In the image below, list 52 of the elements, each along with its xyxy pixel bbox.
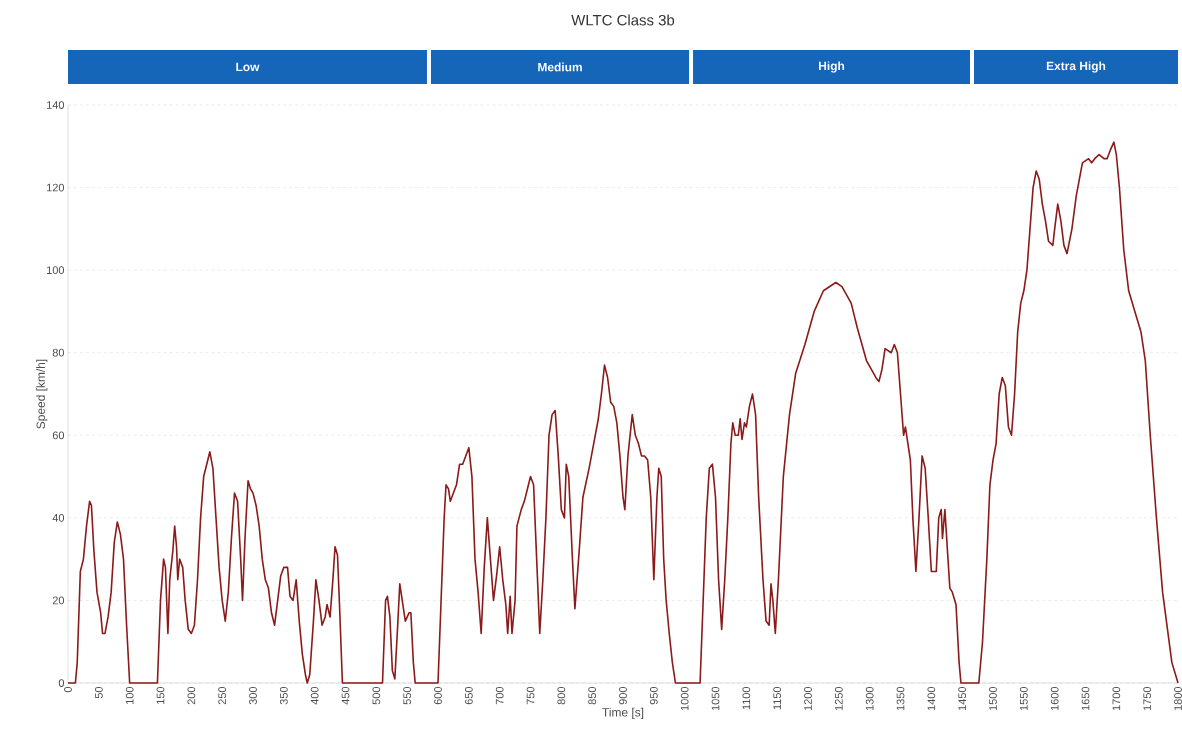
x-tick-label: 1300	[865, 686, 874, 711]
x-tick-label: 100	[125, 686, 134, 704]
x-tick-label: 1050	[711, 686, 720, 711]
x-tick-label: 1450	[958, 686, 967, 711]
x-tick-label: 700	[495, 686, 504, 705]
y-tick-label: 40	[52, 513, 65, 522]
y-tick-label: 140	[47, 101, 65, 109]
x-tick-label: 550	[403, 686, 412, 705]
x-tick-label: 350	[279, 686, 288, 705]
x-tick-label: 1200	[804, 686, 812, 711]
x-tick-label: 1750	[1143, 686, 1152, 711]
x-tick-label: 1800	[1174, 686, 1182, 711]
x-tick-label: 900	[619, 686, 627, 705]
x-tick-label: 1500	[989, 686, 997, 711]
x-tick-label: 200	[187, 686, 196, 705]
x-tick-label: 1250	[834, 686, 843, 711]
x-tick-label: 1350	[896, 686, 905, 711]
x-tick-label: 1650	[1081, 686, 1090, 711]
x-tick-label: 850	[588, 686, 597, 705]
x-tick-label: 1000	[680, 686, 689, 711]
x-tick-label: 150	[156, 686, 165, 704]
x-tick-label: 250	[218, 686, 227, 705]
y-tick-label: 60	[52, 431, 65, 440]
y-tick-label: 100	[47, 266, 65, 275]
y-tick-label: 0	[58, 679, 65, 687]
y-tick-label: 80	[52, 348, 65, 357]
x-tick-label: 0	[64, 686, 72, 693]
y-tick-label: 20	[52, 596, 65, 605]
x-tick-label: 400	[310, 686, 319, 705]
x-tick-label: 1100	[742, 686, 751, 710]
x-tick-label: 1600	[1050, 686, 1059, 711]
y-tick-label: 120	[47, 183, 65, 192]
x-tick-label: 500	[372, 686, 381, 705]
x-tick-label: 650	[464, 686, 473, 705]
x-tick-label: 750	[526, 686, 535, 705]
x-tick-label: 300	[249, 686, 257, 705]
x-tick-label: 1150	[773, 686, 782, 710]
x-tick-label: 1400	[927, 686, 936, 711]
x-tick-label: 50	[94, 686, 103, 699]
x-tick-label: 800	[557, 686, 566, 705]
y-axis-title: Speed [km/h]	[36, 359, 48, 429]
text: Medium	[538, 62, 582, 72]
x-tick-label: 450	[341, 686, 350, 705]
x-tick-label: 950	[649, 686, 658, 705]
x-axis-title: Time [s]	[602, 707, 644, 719]
chart-title: WLTC Class 3b	[571, 14, 675, 26]
x-tick-label: 600	[434, 686, 442, 705]
x-tick-label: 1700	[1112, 686, 1121, 711]
text: High	[819, 61, 845, 73]
text: Low	[236, 62, 260, 72]
text: Extra High	[1046, 61, 1106, 73]
x-tick-label: 1550	[1019, 686, 1028, 711]
